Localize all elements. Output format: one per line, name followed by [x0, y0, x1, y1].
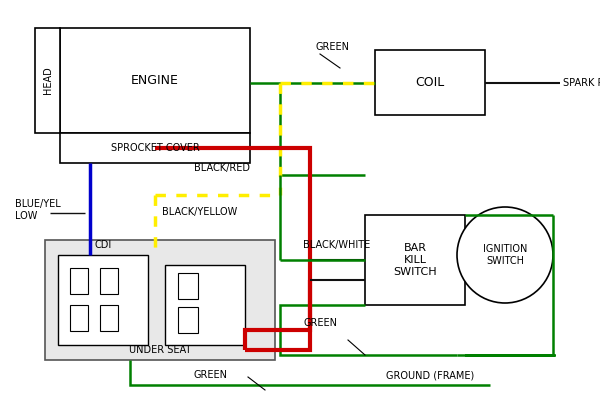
- Text: GREEN: GREEN: [316, 42, 350, 52]
- Text: ENGINE: ENGINE: [131, 74, 179, 87]
- Text: HEAD: HEAD: [43, 67, 53, 94]
- Text: GROUND (FRAME): GROUND (FRAME): [386, 370, 474, 380]
- Text: BAR
KILL
SWITCH: BAR KILL SWITCH: [393, 244, 437, 276]
- Bar: [70, 305, 88, 331]
- Text: IGNITION
SWITCH: IGNITION SWITCH: [483, 244, 527, 266]
- Text: BLACK/YELLOW: BLACK/YELLOW: [163, 207, 238, 217]
- Bar: [58, 255, 148, 345]
- Bar: [100, 305, 118, 331]
- Text: BLUE/YEL
LOW: BLUE/YEL LOW: [15, 199, 61, 221]
- Bar: [375, 50, 485, 115]
- Bar: [365, 215, 465, 305]
- Text: BLACK/RED: BLACK/RED: [194, 163, 250, 173]
- Text: SPARK PLUG: SPARK PLUG: [563, 78, 600, 88]
- Text: BLACK/WHITE: BLACK/WHITE: [304, 240, 371, 250]
- Circle shape: [457, 207, 553, 303]
- Bar: [60, 133, 250, 163]
- Bar: [100, 268, 118, 294]
- Bar: [178, 307, 198, 333]
- Text: CDI: CDI: [94, 240, 112, 250]
- Bar: [60, 28, 250, 133]
- Text: SPROCKET COVER: SPROCKET COVER: [110, 143, 199, 153]
- Bar: [45, 240, 275, 360]
- Text: GREEN: GREEN: [303, 318, 337, 328]
- Bar: [70, 268, 88, 294]
- Text: UNDER SEAT: UNDER SEAT: [129, 345, 191, 355]
- Bar: [35, 28, 60, 133]
- Bar: [178, 273, 198, 299]
- Bar: [165, 265, 245, 345]
- Text: GREEN: GREEN: [193, 370, 227, 380]
- Text: COIL: COIL: [415, 76, 445, 89]
